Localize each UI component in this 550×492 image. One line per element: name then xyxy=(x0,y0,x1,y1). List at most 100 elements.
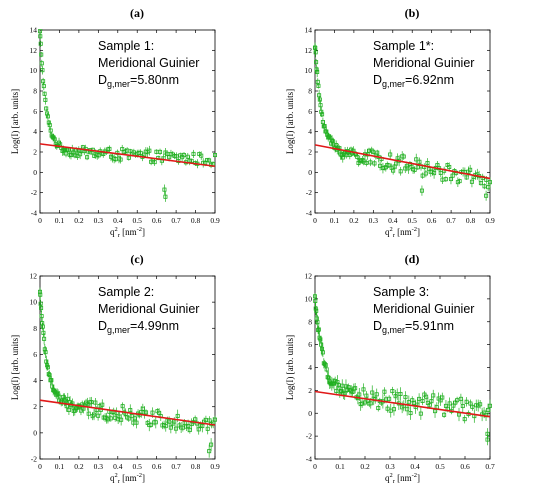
data-point xyxy=(319,342,324,347)
chart-panel-b: (b) -4 -2 0 2 4 6 8 10 12 14 0 0.1 0.2 0.3 0.4 0.5 0.6 0.7… xyxy=(275,0,550,246)
annotation-d-main: D xyxy=(98,319,107,333)
x-label-main: q xyxy=(385,473,390,483)
x-tick-label: 0.8 xyxy=(191,216,201,225)
annotation-method-b: Meridional Guinier xyxy=(373,56,474,70)
data-point xyxy=(423,171,428,176)
x-tick-label: 0.4 xyxy=(388,216,398,225)
y-tick-label: 12 xyxy=(30,46,38,55)
y-tick-label: 6 xyxy=(308,340,312,349)
y-tick-label: 8 xyxy=(33,87,37,96)
x-tick-label: 0.1 xyxy=(55,216,65,225)
y-tick-label: 4 xyxy=(308,127,312,136)
x-tick-label: 0.2 xyxy=(74,216,84,225)
data-point xyxy=(326,375,331,380)
data-point-outlier xyxy=(209,442,214,447)
x-tick-label: 0 xyxy=(38,216,42,225)
fit-line-d xyxy=(314,390,491,418)
y-tick-label: 2 xyxy=(33,402,37,411)
x-label-end: ] xyxy=(417,473,420,483)
data-point xyxy=(85,155,90,160)
x-tick-label: 0.6 xyxy=(152,216,162,225)
data-point-outlier xyxy=(162,187,167,192)
data-point xyxy=(200,424,205,429)
data-point xyxy=(86,411,91,416)
data-point xyxy=(39,306,44,311)
data-point xyxy=(401,154,406,159)
data-point xyxy=(340,383,345,388)
data-point xyxy=(89,400,94,405)
data-point xyxy=(315,69,320,74)
data-point xyxy=(470,404,475,409)
x-tick-label: 0.9 xyxy=(210,216,220,225)
data-point xyxy=(486,407,491,412)
data-point xyxy=(443,177,448,182)
x-tick-label: 0.2 xyxy=(74,462,84,471)
data-point xyxy=(371,149,376,154)
data-point xyxy=(391,168,396,173)
data-point xyxy=(420,173,425,178)
data-point xyxy=(403,395,408,400)
annotation-sample-b: Sample 1*: xyxy=(373,39,434,53)
annotation-d-value: =5.91nm xyxy=(405,319,454,333)
data-point xyxy=(424,394,429,399)
data-point xyxy=(45,114,50,119)
data-point xyxy=(316,83,321,88)
data-point xyxy=(163,424,168,429)
data-point-outlier xyxy=(163,194,168,199)
x-label-main: q xyxy=(385,227,390,237)
annotation-d-sub: g,mer xyxy=(107,79,130,89)
data-point xyxy=(126,155,131,160)
data-point-outlier xyxy=(485,437,490,442)
data-point xyxy=(38,41,43,46)
x-axis-label-b: q2r [nm-2] xyxy=(385,226,420,239)
y-tick-label: 14 xyxy=(305,26,313,35)
annotation-size-b: Dg,mer=6.92nm xyxy=(373,73,454,89)
data-point xyxy=(391,407,396,412)
y-tick-label: 2 xyxy=(308,148,312,157)
annotation-d-sub: g,mer xyxy=(382,325,405,335)
y-axis-label-d: Log(I) [arb. units] xyxy=(285,335,295,400)
data-point xyxy=(66,407,71,412)
data-point xyxy=(42,347,47,352)
data-point xyxy=(318,337,323,342)
data-point xyxy=(388,152,393,157)
y-tick-label: 6 xyxy=(308,107,312,116)
y-tick-label: 6 xyxy=(33,350,37,359)
data-point xyxy=(50,134,55,139)
data-point xyxy=(134,420,139,425)
data-point xyxy=(148,422,153,427)
x-tick-label: 0 xyxy=(313,216,317,225)
data-point xyxy=(418,411,423,416)
data-point xyxy=(41,84,46,89)
data-point xyxy=(315,320,320,325)
data-point-outlier xyxy=(419,188,424,193)
x-label-unit-sup: -2 xyxy=(412,472,417,479)
y-tick-label: 10 xyxy=(305,66,313,75)
data-point xyxy=(47,373,52,378)
x-tick-label: 0.8 xyxy=(191,462,201,471)
data-point xyxy=(387,396,392,401)
annotation-d-sub: g,mer xyxy=(382,79,405,89)
data-point xyxy=(199,153,204,158)
data-point xyxy=(364,393,369,398)
x-tick-label: 0.5 xyxy=(133,216,143,225)
data-point xyxy=(147,148,152,153)
y-tick-label: -2 xyxy=(306,188,312,197)
data-point xyxy=(355,154,360,159)
data-point xyxy=(187,427,192,432)
data-point xyxy=(39,61,44,66)
x-label-end: ] xyxy=(417,227,420,237)
x-tick-label: 0.1 xyxy=(55,462,65,471)
x-tick-label: 0.7 xyxy=(171,216,181,225)
data-point xyxy=(42,336,47,341)
x-tick-label: 0.7 xyxy=(485,462,495,471)
annotation-d-main: D xyxy=(373,319,382,333)
y-tick-label: -4 xyxy=(306,209,312,218)
y-tick-label: -2 xyxy=(31,188,37,197)
data-point xyxy=(417,159,422,164)
y-tick-label: 4 xyxy=(308,363,312,372)
y-axis-label-c: Log(I) [arb. units] xyxy=(10,335,20,400)
y-tick-label: 10 xyxy=(305,294,313,303)
data-point xyxy=(429,399,434,404)
data-point xyxy=(325,375,330,380)
